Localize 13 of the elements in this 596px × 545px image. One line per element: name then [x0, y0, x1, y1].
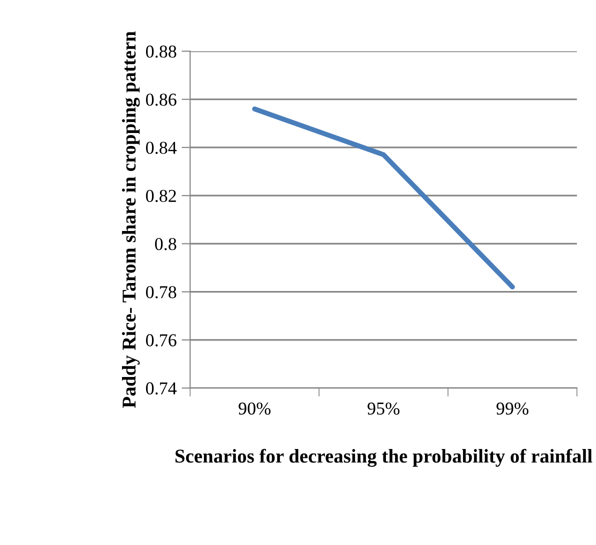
x-tick-label: 99%	[496, 402, 528, 415]
y-tick-label: 0.74	[146, 382, 177, 395]
y-tick-label: 0.88	[146, 45, 176, 58]
y-tick-label: 0.8	[155, 238, 176, 250]
y-tick-label: 0.84	[146, 142, 177, 154]
y-tick-label: 0.78	[146, 286, 176, 298]
y-tick-label: 0.82	[146, 190, 176, 202]
x-tick-label: 90%	[238, 402, 271, 415]
x-axis-title: Scenarios for decreasing the probability of rainfall	[176, 448, 592, 467]
y-tick-label: 0.76	[146, 334, 176, 346]
y-axis-title: Paddy Rice- Tarom share in cropping pattern	[122, 31, 140, 408]
x-tick-label: 95%	[368, 402, 400, 415]
y-tick-label: 0.86	[146, 94, 176, 106]
